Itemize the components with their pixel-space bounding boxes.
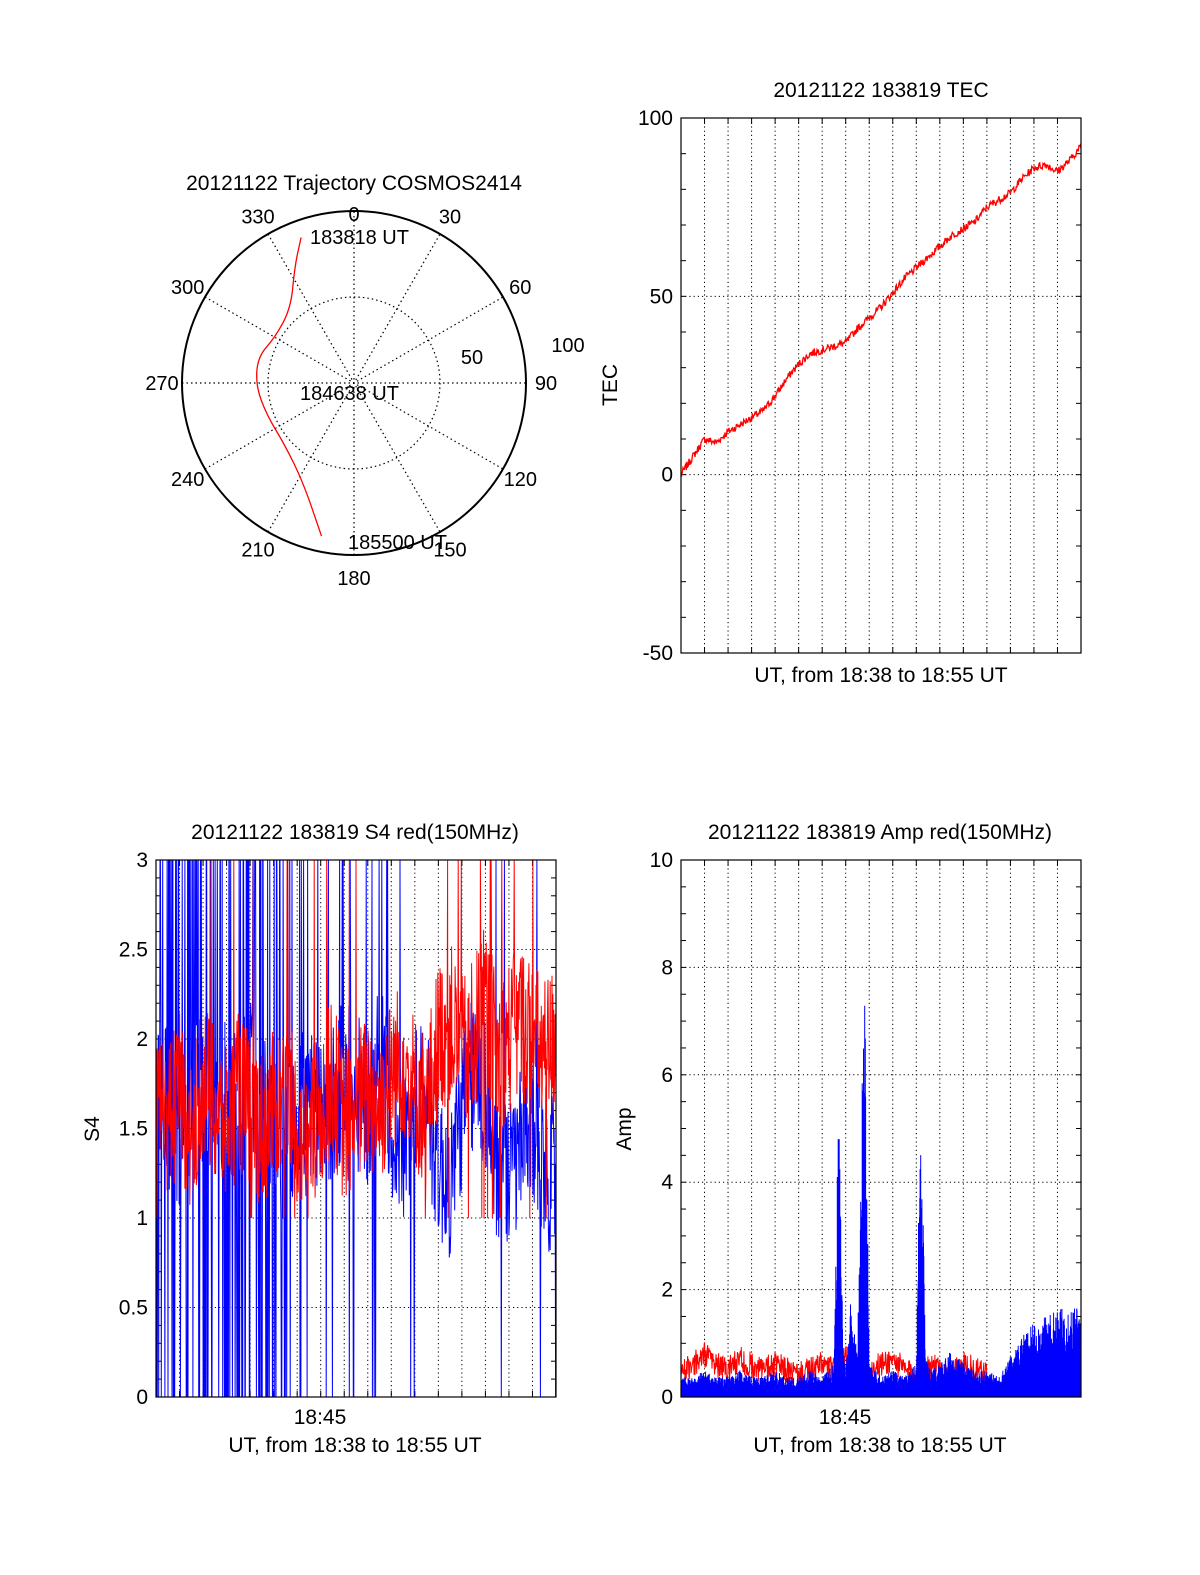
- amp-ytick-6: 6: [661, 1064, 673, 1087]
- amp-xlabel: UT, from 18:38 to 18:55 UT: [753, 1434, 1006, 1457]
- amp-grid: [681, 860, 1081, 1397]
- radius-label-50: 50: [461, 347, 483, 369]
- trajectory-panel: 20121122 Trajectory COSMOS2414 0 30 60 90 12…: [145, 172, 584, 590]
- polar-outer-ring: [181, 210, 527, 556]
- azimuth-label-330: 330: [241, 207, 274, 229]
- s4-xtick-1845: 18:45: [294, 1406, 347, 1429]
- s4-ytick-3: 3: [136, 849, 148, 872]
- tec-ytick-0: 0: [661, 464, 673, 487]
- amp-ylabel: Amp: [613, 1107, 636, 1150]
- s4-ytick-1: 1: [136, 1207, 148, 1230]
- azimuth-label-300: 300: [171, 277, 204, 299]
- s4-plot-frame: [155, 859, 557, 1398]
- s4-ytick-1.5: 1.5: [119, 1118, 148, 1141]
- amp-ytick-0: 0: [661, 1386, 673, 1409]
- amp-ytick-2: 2: [661, 1279, 673, 1302]
- trajectory-title: 20121122 Trajectory COSMOS2414: [186, 172, 522, 195]
- s4-title: 20121122 183819 S4 red(150MHz): [191, 821, 519, 844]
- azimuth-label-150: 150: [433, 539, 466, 561]
- tec-y-tick-labels: -50 0 50 100: [638, 107, 673, 665]
- amp-red-series-line: [680, 1342, 988, 1388]
- azimuth-label-210: 210: [241, 539, 274, 561]
- tec-ytick-100: 100: [638, 107, 673, 130]
- amp-panel: 20121122 183819 Amp red(150MHz) 0246810 …: [613, 821, 1082, 1457]
- tec-panel: 20121122 183819 TEC -50 0 50 100 TEC UT, fr…: [599, 79, 1082, 687]
- radius-label-100: 100: [551, 335, 584, 357]
- amp-ytick-10: 10: [650, 849, 673, 872]
- s4-ytick-0.5: 0.5: [119, 1297, 148, 1320]
- tec-series-line: [680, 143, 1082, 478]
- azimuth-label-240: 240: [171, 469, 204, 491]
- azimuth-label-270: 270: [145, 373, 178, 395]
- azimuth-label-180: 180: [337, 568, 370, 590]
- s4-y-tick-labels: 0 0.5 1 1.5 2 2.5 3: [119, 849, 148, 1409]
- trajectory-mid-label: 184638 UT: [300, 383, 399, 405]
- s4-ytick-2: 2: [136, 1028, 148, 1051]
- amp-xtick-1845: 18:45: [819, 1406, 872, 1429]
- tec-grid: [681, 118, 1081, 653]
- s4-xlabel: UT, from 18:38 to 18:55 UT: [228, 1434, 481, 1457]
- azimuth-label-0: 0: [348, 204, 359, 226]
- trajectory-end-label: 185500 UT: [348, 532, 447, 554]
- polar-grid: [182, 211, 526, 555]
- amp-ytick-4: 4: [661, 1171, 673, 1194]
- azimuth-label-60: 60: [509, 277, 531, 299]
- azimuth-labels: 0 30 60 90 120 150 180 210 240 270 300 330: [145, 204, 557, 590]
- tec-ytick-50: 50: [650, 285, 673, 308]
- s4-ytick-0: 0: [136, 1386, 148, 1409]
- amp-y-tick-labels: 0 2 4 6 8 10: [650, 849, 674, 1409]
- trajectory-start-label: 183818 UT: [310, 227, 409, 249]
- tec-title: 20121122 183819 TEC: [773, 79, 988, 102]
- trajectory-line: [256, 237, 323, 537]
- azimuth-label-120: 120: [504, 469, 537, 491]
- amp-plot-frame: [680, 859, 1082, 1398]
- s4-ylabel: S4: [81, 1116, 104, 1142]
- polar-spoke: [267, 233, 441, 533]
- s4-ytick-2.5: 2.5: [119, 939, 148, 962]
- tec-plot-frame: [680, 117, 1082, 654]
- tec-ytick--50: -50: [643, 642, 673, 665]
- tec-ylabel: TEC: [599, 364, 622, 406]
- amp-ytick-8: 8: [661, 956, 673, 979]
- s4-panel: 20121122 183819 S4 red(150MHz) 0 0.5 1 1.5 2…: [81, 821, 557, 1457]
- amp-blue-series-line: [680, 1005, 1082, 1397]
- amp-title: 20121122 183819 Amp red(150MHz): [708, 821, 1052, 844]
- azimuth-label-90: 90: [535, 373, 557, 395]
- azimuth-label-30: 30: [439, 207, 461, 229]
- tec-xlabel: UT, from 18:38 to 18:55 UT: [754, 664, 1007, 687]
